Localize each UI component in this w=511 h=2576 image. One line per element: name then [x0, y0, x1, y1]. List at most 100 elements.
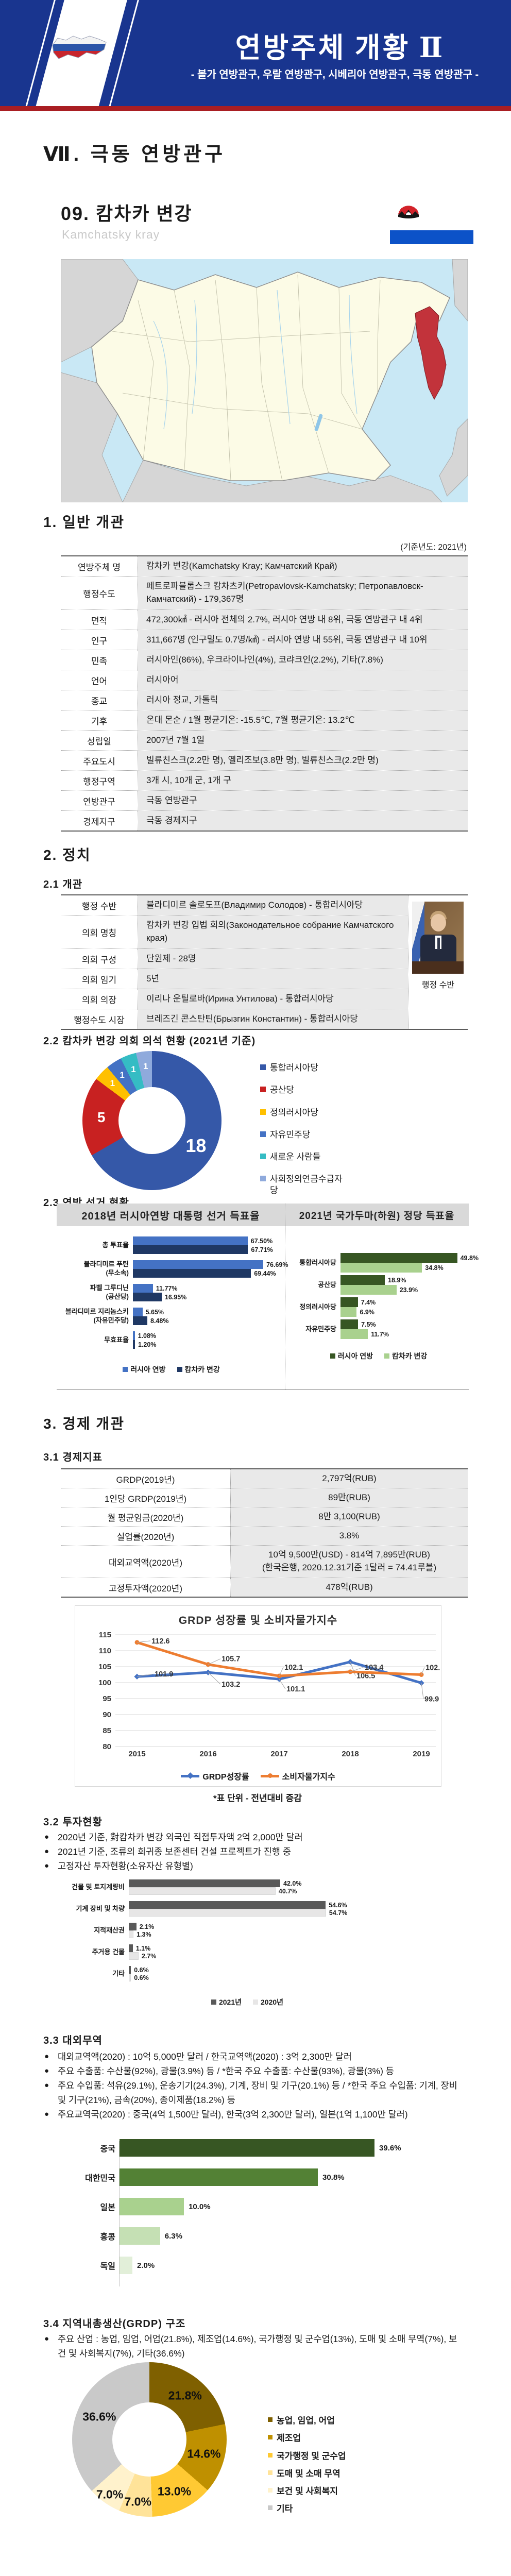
bar	[129, 1879, 280, 1887]
bar-value: 0.6%	[134, 1974, 149, 1981]
svg-text:100: 100	[98, 1679, 111, 1687]
row-label: GRDP(2019년)	[61, 1469, 231, 1488]
legend-swatch	[268, 2470, 272, 2475]
bar-category-label: 홍콩	[100, 2233, 115, 2242]
row-value-line: 빌류친스크(2.2만 명), 옐리조보(3.8만 명), 빌류친스크(2.2만 …	[146, 755, 379, 765]
bar	[129, 1944, 133, 1952]
row-value-line: 극동 연방관구	[146, 795, 197, 805]
base-year-note: (기준년도: 2021년)	[400, 543, 467, 552]
photo-caption: 행정 수반	[421, 981, 455, 990]
bar-line: 67.71%	[133, 1245, 281, 1254]
kamchatka-crest-icon	[398, 205, 419, 218]
duma2021-title: 2021년 국가두마(하원) 정당 득표율	[299, 1210, 455, 1222]
bar-line: 54.6%	[129, 1901, 428, 1909]
bar-value: 2.1%	[139, 1923, 155, 1930]
bar	[129, 1930, 134, 1938]
slice-label: 5	[97, 1109, 106, 1126]
bar-group: 공산당 18.9% 23.9%	[291, 1275, 466, 1295]
row-value-line: 페트로파블롭스크 캄차츠키(Petropavlovsk-Kamchatsky; …	[146, 581, 423, 604]
table-row: 행정수도 시장 브레즈긴 콘스탄틴(Брызгин Константин) - 통…	[61, 1009, 408, 1029]
row-value: 8만 3,100(RUB)	[231, 1507, 468, 1526]
legend-label: 2020년	[261, 1998, 284, 2006]
row-label: 행정수도	[61, 577, 138, 609]
bar-line: 0.6%	[129, 1966, 428, 1974]
svg-text:2019: 2019	[413, 1750, 430, 1758]
legend-marker	[187, 1772, 194, 1779]
bar-pair: 42.0% 40.7%	[129, 1879, 428, 1895]
bar-group: 일본 10.0%	[62, 2198, 458, 2215]
row-label: 민족	[61, 650, 138, 670]
svg-text:112.6: 112.6	[151, 1637, 170, 1646]
legend-label: 보건 및 사회복지	[277, 2486, 338, 2496]
row-value: 2,797억(RUB)	[231, 1469, 468, 1488]
row-value-line: 러시아어	[146, 674, 179, 685]
legend-label: 러시아 연방	[130, 1365, 166, 1374]
row-label: 의회 명칭	[61, 916, 138, 948]
bar	[340, 1253, 457, 1263]
bar-value: 2.7%	[141, 1952, 157, 1960]
region-title: 09. 캄차카 변강	[61, 203, 193, 224]
bar-line: 1.20%	[133, 1340, 281, 1349]
row-value-line: 5년	[146, 973, 160, 984]
row-label: 고정투자액(2020년)	[61, 1578, 231, 1597]
row-value-line: 블라디미르 솔로도프(Владимир Солодов) - 통합러시아당	[146, 900, 363, 910]
bar	[133, 1316, 147, 1325]
row-value-line: 러시아인(86%), 우크라이나인(4%), 코랴크인(2.2%), 기타(7.…	[146, 654, 383, 665]
donut-hole	[118, 1087, 185, 1154]
bar-value: 1.1%	[135, 1944, 151, 1952]
row-value: 472,300㎢ - 러시아 전체의 2.7%, 러시아 연방 내 8위, 극동…	[138, 610, 468, 630]
table-row: 의회 명칭 캄차카 변강 입법 회의(Законодательное собран…	[61, 915, 408, 948]
bar-category-label: 공산당	[291, 1281, 340, 1290]
bar-pair: 67.50% 67.71%	[133, 1236, 281, 1254]
svg-text:105.7: 105.7	[222, 1655, 240, 1664]
bullet-item: 주요 수입품: 석유(29.1%), 운송기기(24.3%), 기계, 장비 및…	[44, 2078, 463, 2107]
trade-partners-bar-chart: 중국 39.6% 대한민국 30.8% 일본 10.0% 홍콩 6.3% 독일 2.0%	[62, 2139, 458, 2289]
bar-category-label: 통합러시아당	[291, 1259, 340, 1267]
bar-line: 11.7%	[340, 1329, 466, 1339]
bar-category-line: 총 투표율	[102, 1241, 129, 1249]
legend-label: 제조업	[277, 2433, 301, 2444]
bar-value: 67.71%	[251, 1246, 273, 1253]
section-2-1-heading: 2.1 개관	[43, 879, 83, 890]
bar	[340, 1297, 358, 1307]
bar-line: 34.8%	[340, 1263, 479, 1273]
row-value: 311,667명 (인구밀도 0.7명/㎢) - 러시아 연방 내 55위, 극…	[138, 630, 468, 650]
bar-group: 총 투표율 67.50% 67.71%	[62, 1236, 281, 1254]
bar	[340, 1307, 357, 1317]
bar	[129, 1909, 326, 1917]
bar-group: 블라디미르 푸틴 (무소속) 76.69% 69.44%	[62, 1260, 288, 1278]
pres2018-legend: 러시아 연방 캄차카 변강	[62, 1364, 281, 1375]
bar	[133, 1269, 251, 1278]
bar-category-label: 중국	[100, 2145, 115, 2154]
legend-swatch	[211, 1999, 216, 2005]
row-label: 의회 의장	[61, 989, 138, 1009]
legend-marker	[267, 1773, 272, 1778]
row-value-line: 온대 몬순 / 1월 평균기온: -15.5℃, 7월 평균기온: 13.2℃	[146, 715, 355, 725]
legend-item: 통합러시아당	[260, 1062, 350, 1073]
slice-label: 7.0%	[124, 2495, 151, 2509]
table-row: 의회 임기 5년	[61, 969, 408, 989]
donut-hole	[112, 2402, 186, 2477]
duma2021-bar-chart: 통합러시아당 49.8% 34.8% 공산당 18.9% 23.9% 정의러시아당 7.4% 6…	[291, 1253, 479, 1342]
legend-swatch	[260, 1154, 266, 1159]
legend-item: 국가행정 및 군수업	[268, 2451, 391, 2462]
section-3-3-heading: 3.3 대외무역	[43, 2035, 103, 2046]
legend-item: 2021년	[211, 1997, 242, 2007]
bar-category-label: 지적재산권	[67, 1926, 129, 1935]
row-value-line: 10억 9,500만(USD) - 814억 7,895만(RUB)	[268, 1550, 430, 1560]
table-row: 연방주체 명 캄차카 변강(Kamchatsky Kray; Камчатский…	[61, 556, 468, 576]
legend-swatch	[268, 2417, 272, 2422]
row-value-line: 캄차카 변강(Kamchatsky Kray; Камчатский Край)	[146, 561, 337, 571]
line-chart-legend: GRDP성장률 소비자물가지수	[75, 1770, 441, 1782]
slice-label: 1	[143, 1061, 148, 1072]
legend-label: 정의러시아당	[270, 1107, 318, 1117]
bar	[133, 1340, 135, 1349]
bar-category-label: 블라디미르 지리놉스키 (자유민주당)	[62, 1308, 133, 1325]
bar-value: 8.48%	[150, 1317, 169, 1325]
bar-category-label: 주거용 건물	[67, 1948, 129, 1957]
bar	[133, 1331, 135, 1340]
row-label: 종교	[61, 690, 138, 710]
bar-group: 대한민국 30.8%	[62, 2168, 458, 2186]
bar-category-label: 정의러시아당	[291, 1303, 340, 1312]
bar-line: 0.6%	[129, 1974, 428, 1981]
